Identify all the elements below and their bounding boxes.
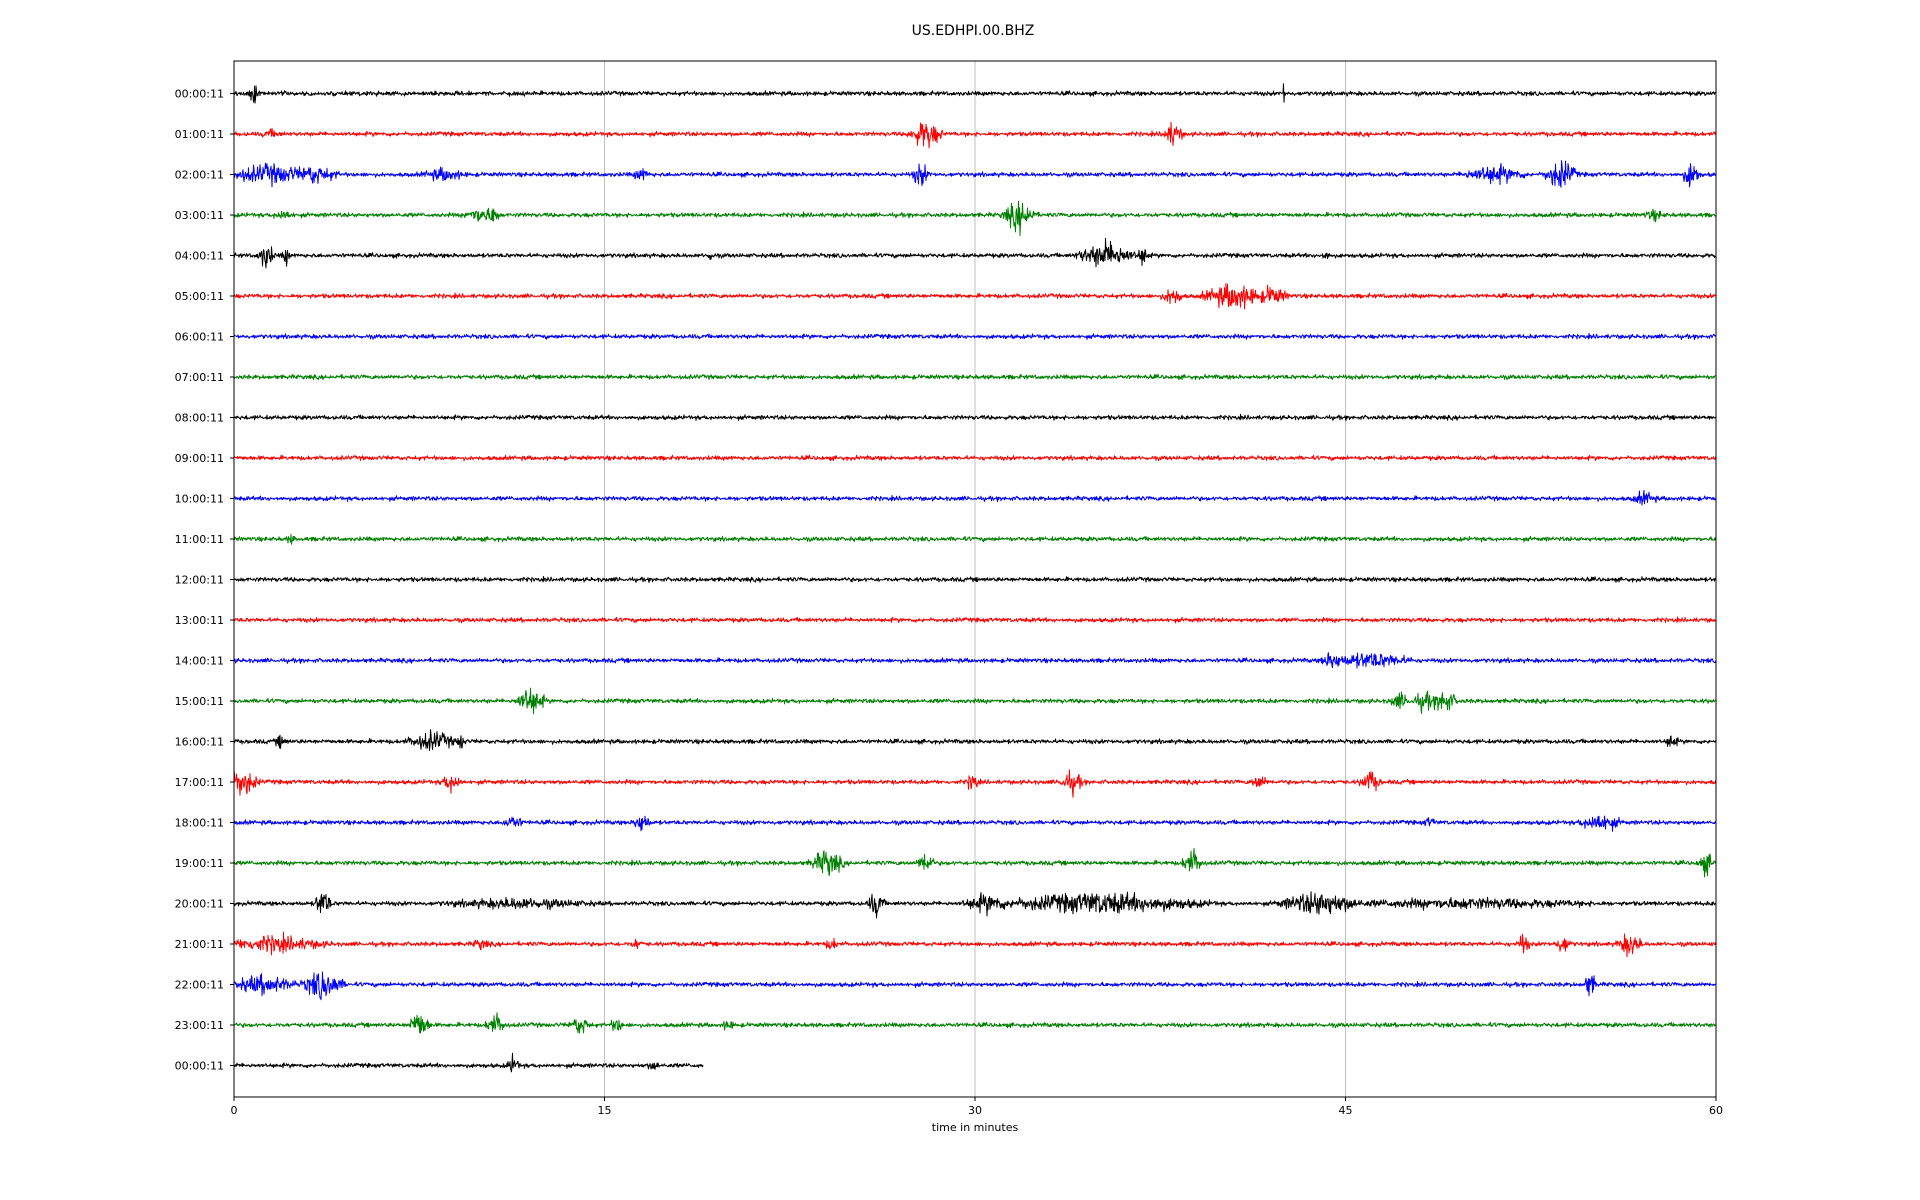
trace-line	[233, 332, 1717, 340]
x-tick-label: 30	[968, 1104, 982, 1117]
row-time-label: 18:00:11	[175, 817, 224, 830]
trace-line	[233, 373, 1717, 381]
row-time-label: 20:00:11	[175, 898, 224, 911]
trace-line	[233, 121, 1717, 149]
row-time-label: 00:00:11	[175, 88, 224, 101]
row-time-label: 01:00:11	[175, 128, 224, 141]
trace-lines	[233, 83, 1717, 1073]
trace-line	[233, 891, 1717, 919]
x-axis-ticks: 0 15 30 45 60	[231, 1097, 1723, 1117]
trace-line	[233, 1012, 1717, 1034]
row-time-label: 15:00:11	[175, 695, 224, 708]
x-tick-label: 45	[1339, 1104, 1353, 1117]
trace-line	[233, 489, 1717, 506]
row-time-label: 10:00:11	[175, 493, 224, 506]
trace-line	[233, 687, 1717, 715]
row-time-label: 05:00:11	[175, 290, 224, 303]
trace-line	[233, 533, 1717, 545]
row-time-label: 13:00:11	[175, 614, 224, 627]
trace-line	[233, 282, 1717, 310]
trace-line	[233, 815, 1717, 832]
row-time-label: 11:00:11	[175, 533, 224, 546]
trace-line	[233, 237, 1717, 269]
plot-frame	[233, 60, 1717, 1098]
row-time-label: 23:00:11	[175, 1019, 224, 1032]
row-time-label: 03:00:11	[175, 209, 224, 222]
trace-line	[233, 1052, 704, 1073]
x-tick-label: 15	[598, 1104, 612, 1117]
trace-line	[233, 200, 1717, 237]
trace-line	[233, 83, 1717, 104]
x-tick-label: 0	[231, 1104, 238, 1117]
trace-line	[233, 971, 1717, 1001]
row-time-labels: 00:00:11 01:00:11 02:00:11 03:00:11 04:00:11…	[175, 88, 234, 1073]
trace-line	[233, 160, 1717, 188]
trace-line	[233, 575, 1717, 583]
trace-line	[233, 652, 1717, 669]
trace-line	[233, 769, 1717, 798]
trace-line	[233, 616, 1717, 624]
row-time-label: 04:00:11	[175, 250, 224, 263]
row-time-label: 21:00:11	[175, 938, 224, 951]
trace-line	[233, 454, 1717, 462]
row-time-label: 06:00:11	[175, 331, 224, 344]
trace-line	[233, 931, 1717, 958]
row-time-label: 17:00:11	[175, 776, 224, 789]
row-time-label: 09:00:11	[175, 452, 224, 465]
x-axis-label: time in minutes	[932, 1121, 1019, 1134]
row-time-label: 19:00:11	[175, 857, 224, 870]
row-time-label: 16:00:11	[175, 736, 224, 749]
row-time-label: 08:00:11	[175, 412, 224, 425]
row-time-label: 07:00:11	[175, 371, 224, 384]
trace-line	[233, 413, 1717, 421]
row-time-label: 02:00:11	[175, 169, 224, 182]
x-tick-label: 60	[1709, 1104, 1723, 1117]
row-time-label: 00:00:11	[175, 1060, 224, 1073]
row-time-label: 12:00:11	[175, 574, 224, 587]
row-time-label: 14:00:11	[175, 655, 224, 668]
trace-line	[233, 847, 1717, 878]
trace-line	[233, 729, 1717, 751]
row-time-label: 22:00:11	[175, 979, 224, 992]
chart-title: US.EDHPI.00.BHZ	[912, 23, 1035, 39]
